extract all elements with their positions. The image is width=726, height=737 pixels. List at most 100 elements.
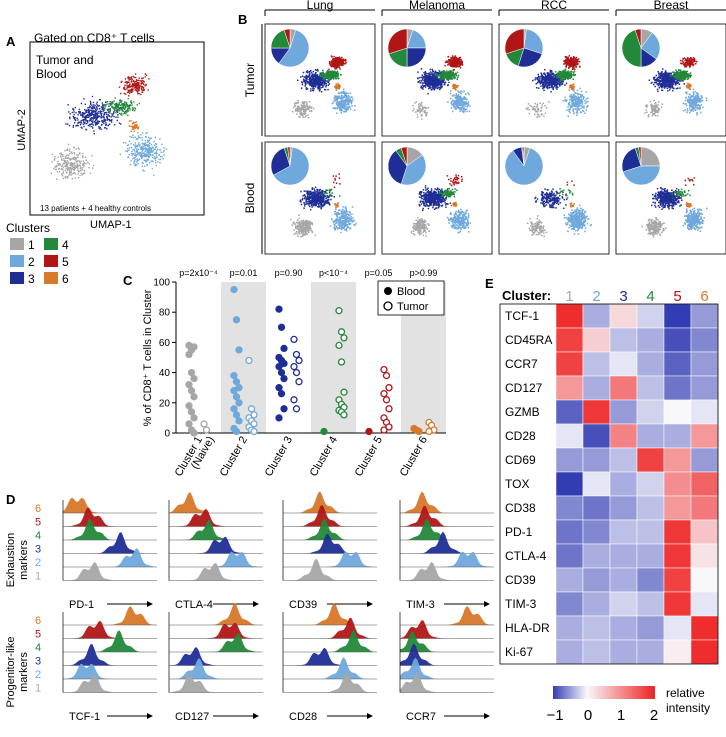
- umap-cell-point: [129, 83, 131, 85]
- umap-cell-point: [310, 88, 312, 90]
- umap-cell-point: [572, 108, 575, 110]
- umap-cell-point: [341, 91, 343, 94]
- umap-cell-point: [342, 62, 344, 64]
- umap-cell-point: [300, 87, 303, 89]
- umap-cell-point: [321, 82, 324, 85]
- umap-cell-point: [331, 73, 333, 76]
- umap-cell-point: [69, 167, 71, 170]
- umap-cell-point: [140, 153, 143, 155]
- umap-cell-point: [467, 103, 470, 106]
- umap-cell-point: [569, 58, 572, 60]
- umap-cell-point: [336, 67, 338, 69]
- umap-cell-point: [109, 103, 112, 105]
- umap-cell-point: [455, 65, 458, 67]
- umap-cell-point: [94, 121, 97, 124]
- umap-cell-point: [324, 79, 326, 82]
- umap-cell-point: [577, 107, 580, 110]
- umap-cell-point: [70, 167, 72, 170]
- umap-cell-point: [80, 126, 82, 128]
- umap-cell-point: [141, 151, 143, 153]
- umap-cell-point: [104, 127, 106, 129]
- umap-cell-point: [145, 161, 147, 163]
- umap-cell-point: [60, 173, 63, 175]
- umap-cell-point: [536, 78, 538, 80]
- umap-cell-point: [543, 78, 546, 81]
- umap-cell-point: [577, 98, 580, 101]
- umap-cell-point: [85, 115, 88, 117]
- umap-cell-point: [456, 96, 458, 98]
- umap-cell-point: [461, 64, 464, 66]
- umap-cell-point: [569, 107, 572, 109]
- umap-cell-point: [344, 101, 347, 103]
- umap-cell-point: [305, 79, 307, 82]
- umap-cell-point: [120, 109, 123, 111]
- umap-cell-point: [54, 155, 56, 158]
- umap-cell-point: [320, 82, 322, 84]
- umap-cell-point: [452, 64, 454, 66]
- umap-cell-point: [441, 74, 443, 76]
- umap-cell-point: [82, 112, 85, 114]
- umap-cell-point: [535, 110, 537, 112]
- umap-cell-point: [574, 64, 577, 67]
- umap-cell-point: [55, 165, 57, 167]
- umap-cell-point: [320, 91, 323, 93]
- umap-cell-point: [587, 100, 589, 103]
- umap-cell-point: [467, 101, 470, 103]
- umap-cell-point: [544, 69, 546, 71]
- umap-cell-point: [106, 119, 108, 121]
- umap-cell-point: [328, 60, 331, 63]
- umap-cell-point: [459, 99, 461, 101]
- umap-cell-point: [578, 97, 580, 99]
- umap-cell-point: [539, 79, 541, 82]
- umap-cell-point: [139, 158, 141, 160]
- umap-cell-point: [340, 60, 343, 62]
- umap-cell-point: [55, 168, 57, 170]
- umap-cell-point: [576, 105, 578, 108]
- umap-cell-point: [128, 106, 130, 108]
- umap-cell-point: [66, 163, 69, 165]
- umap-cell-point: [535, 83, 537, 85]
- umap-cell-point: [83, 113, 85, 116]
- umap-cell-point: [318, 86, 320, 88]
- umap-cell-point: [312, 87, 314, 90]
- umap-cell-point: [89, 123, 91, 126]
- umap-cell-point: [453, 94, 455, 96]
- umap-cell-point: [581, 95, 583, 98]
- umap-cell-point: [428, 84, 430, 86]
- umap-cell-point: [304, 79, 306, 82]
- umap-cell-point: [350, 96, 352, 98]
- umap-cell-point: [571, 93, 573, 96]
- umap-cell-point: [343, 95, 345, 98]
- umap-cell-point: [129, 101, 132, 103]
- umap-cell-point: [72, 126, 74, 128]
- umap-cell-point: [80, 166, 82, 168]
- umap-cell-point: [300, 108, 302, 110]
- umap-cell-point: [550, 83, 553, 86]
- umap-cell-point: [571, 74, 574, 76]
- umap-cell-point: [316, 81, 318, 83]
- umap-cell-point: [147, 141, 149, 143]
- umap-cell-point: [61, 165, 64, 167]
- umap-cell-point: [333, 100, 336, 102]
- umap-cell-point: [138, 159, 140, 161]
- umap-cell-point: [143, 155, 145, 158]
- umap-cell-point: [80, 122, 83, 124]
- umap-cell-point: [533, 105, 536, 108]
- umap-cell-point: [445, 74, 447, 76]
- umap-cell-point: [566, 62, 568, 65]
- umap-cell-point: [132, 85, 135, 87]
- umap-cell-point: [567, 63, 569, 66]
- umap-cell-point: [104, 108, 106, 110]
- umap-cell-point: [87, 111, 89, 114]
- umap-cell-point: [550, 73, 552, 76]
- umap-cell-point: [460, 103, 462, 105]
- umap-cell-point: [126, 150, 129, 153]
- umap-cell-point: [429, 86, 432, 89]
- umap-cell-point: [316, 68, 319, 71]
- umap-cell-point: [295, 109, 298, 111]
- umap-cell-point: [328, 83, 331, 85]
- umap-cell-point: [126, 105, 129, 108]
- umap-cell-point: [332, 107, 334, 109]
- umap-cell-point: [147, 159, 150, 161]
- umap-cell-point: [335, 89, 337, 91]
